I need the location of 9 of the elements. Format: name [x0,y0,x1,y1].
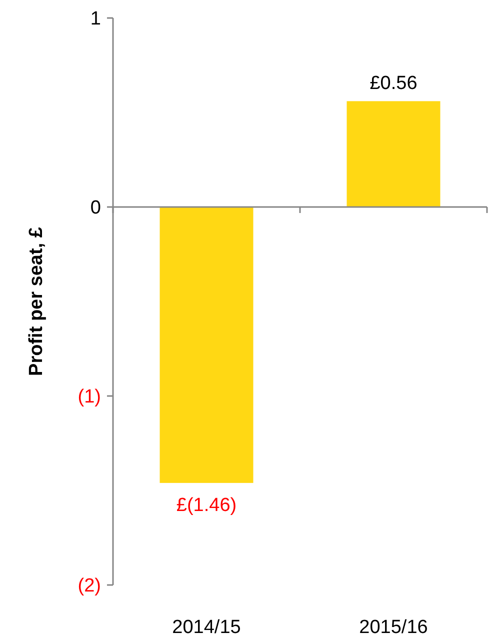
y-tick-label: (2) [78,576,101,597]
y-tick-label: 0 [90,198,101,219]
x-tick-label: 2014/15 [172,617,241,638]
y-tick-label: 1 [90,8,101,30]
y-tick-label: (1) [78,386,101,408]
data-label: £(1.46) [176,494,237,516]
x-tick-label: 2015/16 [359,617,428,638]
y-axis-title: Profit per seat, £ [26,226,47,376]
data-label: £0.56 [370,73,418,94]
